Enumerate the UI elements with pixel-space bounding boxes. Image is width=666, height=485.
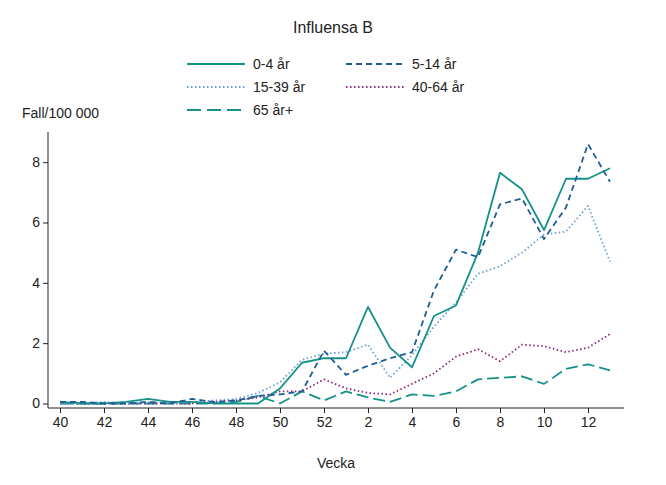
legend-swatch (346, 63, 404, 65)
legend-label: 5-14 år (412, 56, 457, 72)
series-line (60, 206, 610, 404)
x-tick-label: 2 (365, 414, 373, 430)
y-axis-title: Fall/100 000 (22, 105, 99, 121)
x-tick-mark (60, 408, 61, 413)
y-tick: 8 (32, 154, 48, 170)
legend-swatch (187, 109, 245, 111)
x-tick-mark (104, 408, 105, 413)
x-tick-label: 6 (453, 414, 461, 430)
y-axis-line (48, 132, 49, 408)
x-tick-label: 48 (229, 414, 245, 430)
y-tick: 4 (32, 275, 48, 291)
x-tick: 44 (141, 408, 157, 430)
x-tick: 46 (185, 408, 201, 430)
x-tick-label: 40 (53, 414, 69, 430)
series-line (60, 168, 610, 403)
x-tick: 40 (53, 408, 69, 430)
legend-item: 5-14 år (346, 56, 457, 72)
y-tick: 0 (32, 395, 48, 411)
legend-label: 0-4 år (253, 56, 290, 72)
y-tick: 2 (32, 335, 48, 351)
y-axis: 0 2 4 6 8 (32, 132, 48, 411)
x-tick-label: 50 (273, 414, 289, 430)
x-tick: 8 (497, 408, 505, 430)
x-tick: 42 (97, 408, 113, 430)
x-tick: 50 (273, 408, 289, 430)
x-tick: 12 (581, 408, 597, 430)
series-line (60, 144, 610, 403)
legend-item: 40-64 år (346, 79, 464, 95)
chart: Influensa B 0-4 år 5-14 år 15-39 år 40-64 år… (0, 0, 666, 485)
plot-area (60, 144, 610, 403)
y-tick-label: 2 (32, 335, 40, 351)
x-tick-label: 12 (581, 414, 597, 430)
y-tick-mark (43, 343, 48, 344)
x-tick-mark (280, 408, 281, 413)
legend-label: 40-64 år (412, 79, 464, 95)
x-tick: 10 (537, 408, 553, 430)
y-tick-label: 8 (32, 154, 40, 170)
y-tick-label: 4 (32, 275, 40, 291)
legend-item: 65 år+ (187, 102, 293, 118)
x-tick: 2 (365, 408, 373, 430)
x-axis-line (48, 408, 624, 409)
legend-label: 15-39 år (253, 79, 305, 95)
y-tick-label: 0 (32, 395, 40, 411)
x-tick-mark (588, 408, 589, 413)
x-tick-mark (236, 408, 237, 413)
x-tick: 6 (453, 408, 461, 430)
y-tick-mark (43, 222, 48, 223)
legend-swatch (187, 86, 245, 88)
legend-item: 0-4 år (187, 56, 290, 72)
series-line (60, 334, 610, 403)
x-tick-mark (544, 408, 545, 413)
y-tick: 6 (32, 214, 48, 230)
x-tick-mark (324, 408, 325, 413)
x-tick-mark (148, 408, 149, 413)
x-axis-title: Vecka (317, 455, 355, 471)
legend: 0-4 år 5-14 år 15-39 år 40-64 år 65 år+ (187, 56, 464, 118)
x-tick: 4 (409, 408, 417, 430)
legend-item: 15-39 år (187, 79, 305, 95)
x-tick-label: 4 (409, 414, 417, 430)
x-tick: 48 (229, 408, 245, 430)
x-tick-mark (368, 408, 369, 413)
x-tick-mark (192, 408, 193, 413)
x-tick-label: 44 (141, 414, 157, 430)
y-tick-label: 6 (32, 214, 40, 230)
x-tick-label: 46 (185, 414, 201, 430)
y-tick-mark (43, 403, 48, 404)
x-tick-label: 42 (97, 414, 113, 430)
title: Influensa B (293, 19, 373, 36)
legend-swatch (187, 63, 245, 65)
x-tick-label: 8 (497, 414, 505, 430)
y-tick-mark (43, 162, 48, 163)
x-tick: 52 (317, 408, 333, 430)
x-tick-mark (412, 408, 413, 413)
y-tick-mark (43, 283, 48, 284)
legend-label: 65 år+ (253, 102, 293, 118)
x-tick-label: 10 (537, 414, 553, 430)
x-tick-mark (456, 408, 457, 413)
legend-swatch (346, 86, 404, 88)
x-tick-label: 52 (317, 414, 333, 430)
x-axis: 4042444648505224681012 (48, 408, 624, 430)
x-tick-mark (500, 408, 501, 413)
